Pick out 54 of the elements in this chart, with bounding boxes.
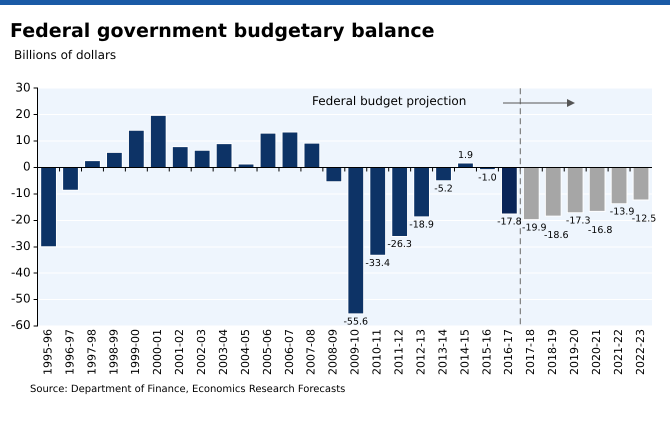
x-tick-label: 2016-17: [502, 329, 516, 376]
x-tick-label: 1996-97: [63, 329, 76, 376]
data-label: 1.9: [458, 150, 474, 162]
x-tick-label: 1995-96: [41, 329, 54, 376]
data-label: -26.3: [387, 239, 412, 250]
x-tick-label: 2005-06: [260, 329, 274, 376]
y-tick-label: -60: [10, 318, 31, 332]
x-tick-label: 2009-10: [348, 329, 362, 376]
data-label: -55.6: [343, 316, 368, 328]
x-tick-label: 2010-11: [370, 329, 384, 376]
x-tick-label: 2001-02: [173, 329, 186, 376]
x-tick-label: 2000-01: [151, 329, 164, 376]
data-label: -17.8: [497, 216, 522, 228]
y-tick-label: -10: [10, 186, 31, 200]
y-tick-label: -40: [10, 265, 31, 280]
x-tick-label: 2014-15: [458, 329, 472, 376]
x-tick-label: 2008-09: [326, 329, 340, 376]
x-tick-label: 2013-14: [436, 329, 450, 376]
chart-title: Federal government budgetary balance: [10, 20, 435, 42]
y-tick-label: -20: [10, 212, 31, 226]
x-tick-label: 2011-12: [392, 329, 406, 376]
x-tick-label: 2003-04: [216, 329, 230, 376]
y-tick-label: 30: [15, 80, 31, 94]
x-tick-label: 2019-20: [568, 329, 582, 376]
y-tick-label: 20: [15, 106, 31, 121]
data-label: -33.4: [365, 258, 390, 269]
y-tick-label: -30: [10, 238, 31, 253]
y-tick-label: 10: [15, 133, 31, 148]
data-label: -18.9: [409, 220, 434, 231]
data-label: -12.5: [632, 214, 656, 225]
x-tick-label: 2004-05: [238, 329, 252, 376]
y-tick-label: 0: [22, 160, 31, 174]
x-tick-label: 2015-16: [480, 329, 494, 376]
data-label: -1.0: [478, 172, 497, 184]
x-tick-label: 2012-13: [414, 329, 428, 376]
x-tick-label: 2018-19: [546, 329, 560, 376]
x-tick-label: 2021-22: [612, 329, 625, 376]
x-tick-label: 2006-07: [282, 329, 296, 376]
x-tick-label: 2022-23: [634, 329, 647, 376]
data-label: -5.2: [434, 183, 453, 194]
data-label: -16.8: [588, 225, 612, 236]
x-tick-label: 1999-00: [129, 329, 142, 376]
x-tick-label: 1998-99: [107, 329, 120, 376]
source-note: Source: Department of Finance, Economics Research Forecasts: [30, 384, 346, 395]
x-tick-label: 1997-98: [85, 329, 98, 376]
x-tick-label: 2002-03: [195, 329, 208, 376]
chart-subtitle: Billions of dollars: [14, 48, 116, 62]
y-tick-label: -50: [10, 292, 31, 306]
data-label: -13.9: [610, 206, 634, 218]
x-tick-label: 2017-18: [524, 329, 538, 376]
x-tick-label: 2007-08: [304, 329, 318, 376]
data-label: -17.3: [566, 215, 590, 226]
x-tick-label: 2020-21: [590, 329, 603, 376]
annotation: Federal budget projection: [312, 94, 466, 108]
